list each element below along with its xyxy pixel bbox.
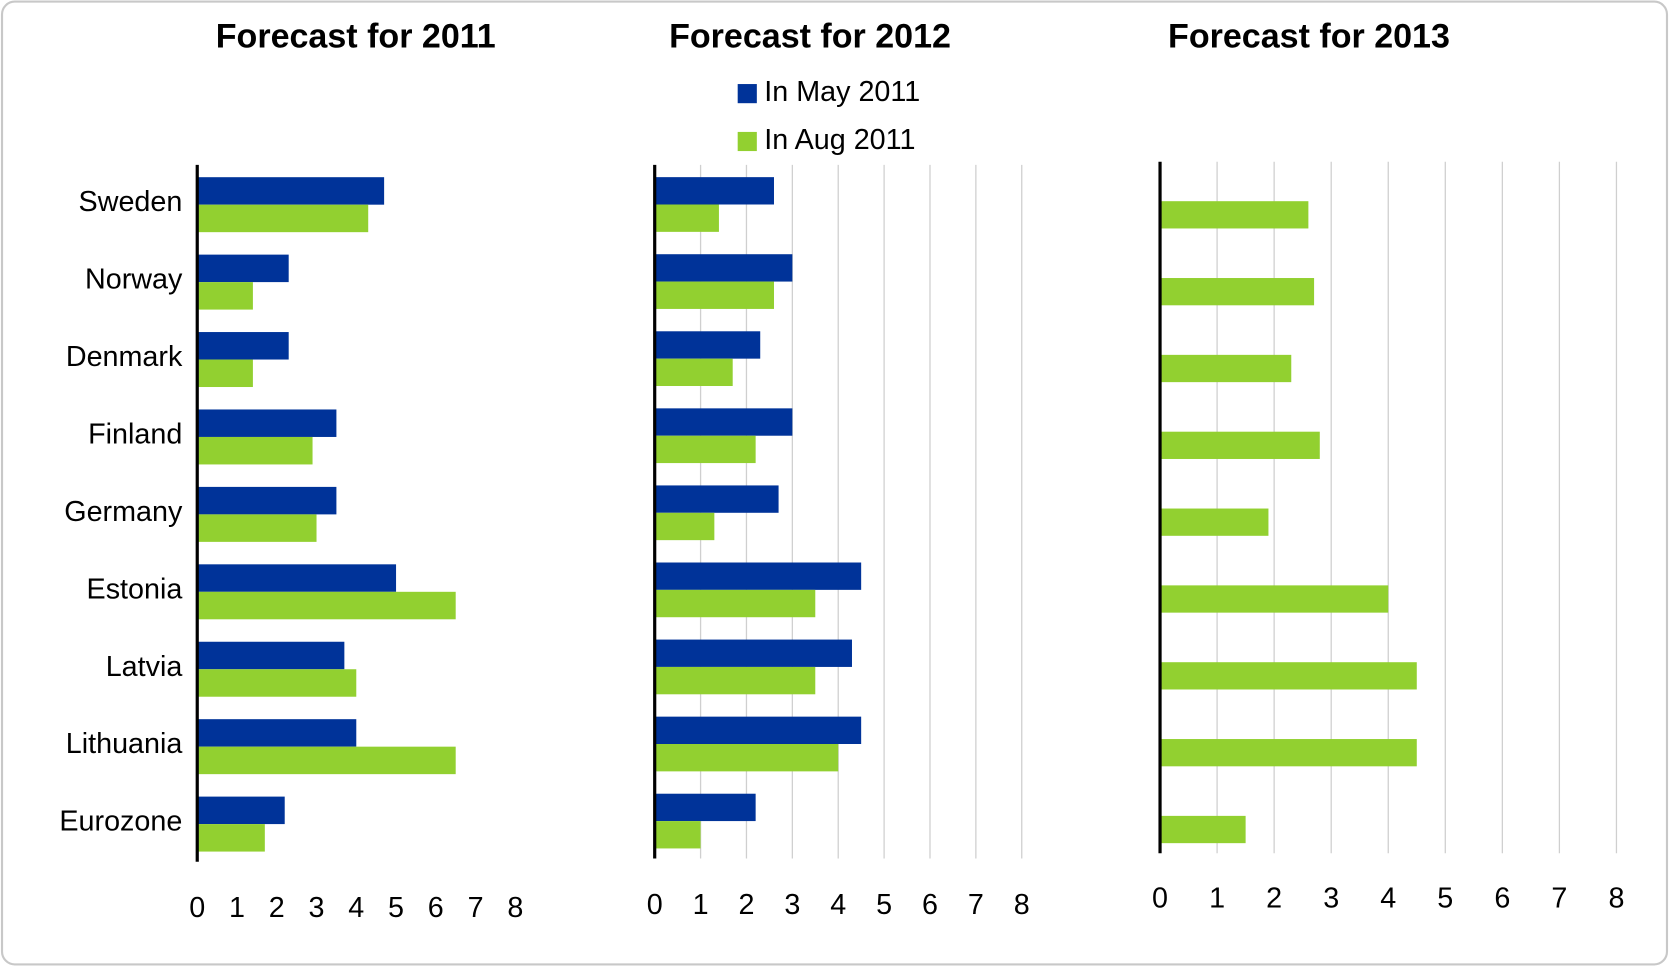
y-tick-label: Norway [85,264,183,296]
x-tick-label: 6 [428,892,444,924]
x-tick-label: 4 [348,892,364,924]
bar [197,719,357,747]
y-tick-label: Denmark [66,341,183,373]
x-tick-label: 8 [1014,889,1030,921]
bar [654,408,793,436]
y-tick-label: Latvia [106,651,183,683]
bar [654,589,816,618]
x-tick-label: 1 [1209,883,1225,915]
bar [654,485,779,513]
bar [654,204,719,232]
bar [654,331,761,359]
bar [654,358,733,387]
bar [1160,739,1417,767]
legend-label: In May 2011 [764,76,920,108]
bar [654,435,756,464]
legend-swatch [737,84,757,104]
legend-swatch [737,131,757,152]
bar [197,591,456,620]
x-tick-label: 1 [229,892,245,924]
bar [197,564,397,592]
x-tick-label: 0 [647,889,663,921]
x-tick-label: 6 [1494,883,1510,915]
bar [654,821,701,849]
x-tick-label: 0 [189,892,205,924]
y-tick-label: Germany [64,496,183,528]
x-tick-label: 5 [1437,883,1453,915]
y-tick-label: Lithuania [66,728,183,760]
bar [197,669,357,697]
x-tick-label: 7 [1551,883,1567,915]
y-tick-label: Sweden [79,186,183,218]
x-tick-label: 7 [468,892,484,924]
x-tick-label: 4 [1380,883,1396,915]
bar [1160,201,1309,229]
x-tick-label: 3 [784,889,800,921]
x-tick-label: 7 [968,889,984,921]
bar [197,746,456,775]
bar [197,641,345,670]
x-tick-label: 3 [309,892,325,924]
bar [1160,354,1292,383]
bar [654,177,774,205]
x-tick-label: 5 [876,889,892,921]
bar [197,254,289,283]
y-tick-label: Estonia [87,573,183,605]
chart-title: Forecast for 2012 [669,17,951,55]
bar [197,436,313,465]
bar [197,409,337,437]
x-tick-label: 1 [693,889,709,921]
x-tick-label: 2 [1266,883,1282,915]
y-tick-label: Finland [88,418,182,450]
bar [197,796,285,825]
bar [1160,508,1269,536]
bar [654,716,862,745]
bar [197,204,369,233]
bar [1160,815,1246,844]
bar [654,744,839,772]
bar [197,359,253,388]
y-tick-label: Eurozone [59,806,182,838]
x-tick-label: 4 [830,889,846,921]
bar [654,254,793,282]
x-tick-label: 3 [1323,883,1339,915]
bar [197,514,317,542]
bar [197,486,337,515]
chart-title: Forecast for 2011 [216,17,496,55]
bar [197,282,253,310]
bar [1160,431,1320,459]
x-tick-label: 6 [922,889,938,921]
chart-title: Forecast for 2013 [1168,17,1450,55]
x-tick-label: 5 [388,892,404,924]
x-tick-label: 8 [1608,883,1624,915]
x-tick-label: 2 [269,892,285,924]
x-tick-label: 0 [1152,883,1168,915]
bar [654,562,862,590]
bar [1160,585,1389,613]
bar [654,281,774,309]
x-tick-label: 8 [507,892,523,924]
bar [654,639,852,667]
bar [1160,278,1315,306]
bar [197,824,265,852]
bar [197,177,385,205]
x-tick-label: 2 [738,889,754,921]
legend-label: In Aug 2011 [764,124,915,156]
bar [654,666,816,695]
bar [197,332,289,360]
bar [654,793,756,822]
bar [654,512,715,541]
bar [1160,662,1417,690]
